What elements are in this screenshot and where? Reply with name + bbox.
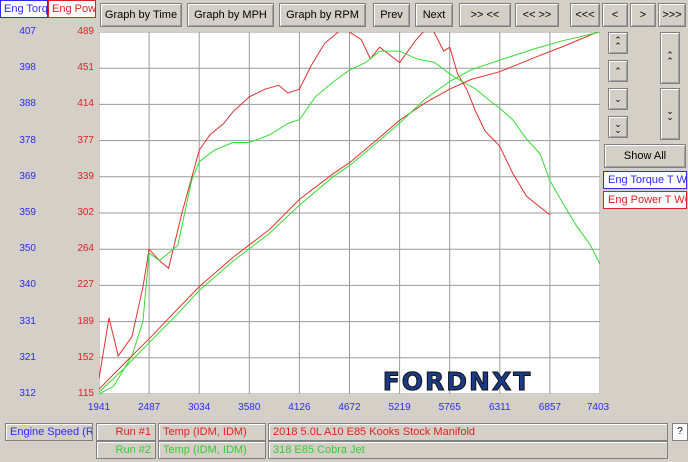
tab-engine-power[interactable]: Eng Powe	[48, 0, 96, 18]
fordnxt-watermark: FORDNXT	[382, 367, 533, 396]
x-tick-label: 4126	[288, 402, 311, 413]
zoom-y-out-button[interactable]: ⌄ ⌄	[660, 88, 680, 140]
dyno-chart[interactable]	[99, 32, 600, 394]
x-tick-label: 3580	[238, 402, 261, 413]
y-left-tick-label: 388	[19, 98, 36, 110]
chevron-up-icon: ⌃	[614, 66, 622, 76]
y-left-tick-label: 359	[19, 207, 36, 218]
y-right-tick-label: 264	[77, 243, 94, 255]
scroll-far-right-button[interactable]: >>>	[658, 3, 686, 27]
run2-power-line	[99, 32, 600, 393]
y-right-tick-label: 414	[77, 98, 94, 110]
run-1-temp: Temp (IDM, IDM)	[158, 423, 266, 441]
zoom-y-in-button[interactable]: ⌃ ⌃	[660, 32, 680, 84]
scroll-up-fast-button[interactable]: ⌃ ⌃	[608, 32, 628, 54]
y-left-tick-label: 312	[19, 388, 36, 399]
y-left-tick-label: 407	[19, 26, 36, 37]
y-left-tick-label: 331	[19, 315, 36, 327]
scroll-down-fast-button[interactable]: ⌄ ⌄	[608, 116, 628, 138]
x-tick-label: 6311	[489, 402, 511, 413]
run-2-label: Run #2	[96, 441, 156, 459]
double-chevron-up-icon: ⌃ ⌃	[666, 50, 674, 66]
run1-power-line	[99, 32, 599, 390]
graph-by-mph-button[interactable]: Graph by MPH	[187, 3, 274, 27]
scroll-down-button[interactable]: ⌄	[608, 88, 628, 110]
x-tick-label: 3034	[188, 402, 211, 413]
help-icon[interactable]: ?	[672, 423, 688, 441]
y-left-tick-label: 378	[19, 134, 36, 146]
tab-engine-torque[interactable]: Eng Torq	[0, 0, 48, 18]
legend-engine-power[interactable]: Eng Power T WO	[603, 191, 687, 209]
double-chevron-down-icon: ⌄ ⌄	[666, 106, 674, 122]
scroll-right-button[interactable]: >	[630, 3, 656, 27]
y-right-tick-label: 227	[77, 279, 94, 291]
prev-button[interactable]: Prev	[373, 3, 410, 27]
run-2-temp: Temp (IDM, IDM)	[158, 441, 266, 459]
run-1-description: 2018 5.0L A10 E85 Kooks Stock Manifold	[268, 423, 668, 441]
graph-by-rpm-button[interactable]: Graph by RPM	[279, 3, 366, 27]
x-tick-label: 6857	[538, 402, 562, 413]
legend-engine-torque[interactable]: Eng Torque T WO	[603, 171, 687, 189]
y-right-tick-label: 451	[77, 62, 94, 74]
y-left-tick-label: 321	[19, 351, 36, 363]
run-1-label: Run #1	[96, 423, 156, 441]
next-button[interactable]: Next	[415, 3, 453, 27]
scroll-left-button[interactable]: <	[602, 3, 628, 27]
y-left-tick-label: 398	[19, 62, 36, 74]
x-tick-label: 5765	[438, 402, 461, 413]
x-channel-field[interactable]: Engine Speed (RI	[5, 423, 93, 441]
x-tick-label: 5219	[388, 402, 411, 413]
y-right-tick-label: 339	[77, 170, 94, 182]
show-all-button[interactable]: Show All	[604, 144, 686, 168]
zoom-in-button[interactable]: >> <<	[459, 3, 511, 27]
run2-torque-line	[99, 50, 600, 394]
run1-torque-line	[99, 32, 551, 379]
run-2-description: 318 E85 Cobra Jet	[268, 441, 668, 459]
x-tick-label: 1941	[87, 402, 111, 413]
x-tick-label: 4672	[338, 402, 361, 413]
x-tick-label: 2487	[137, 402, 161, 413]
double-chevron-up-icon: ⌃ ⌃	[614, 35, 622, 51]
x-tick-label: 7403	[586, 402, 610, 413]
y-right-tick-label: 152	[77, 351, 94, 363]
zoom-out-button[interactable]: << >>	[515, 3, 559, 27]
y-right-tick-label: 302	[77, 207, 94, 218]
graph-by-time-button[interactable]: Graph by Time	[100, 3, 182, 27]
y-right-tick-label: 489	[77, 26, 94, 37]
scroll-up-button[interactable]: ⌃	[608, 60, 628, 82]
y-left-tick-label: 340	[19, 279, 36, 291]
scroll-far-left-button[interactable]: <<<	[570, 3, 600, 27]
y-left-tick-label: 350	[19, 243, 36, 255]
y-right-tick-label: 377	[77, 134, 94, 146]
chevron-down-icon: ⌄	[614, 94, 622, 104]
y-right-tick-label: 115	[78, 388, 94, 399]
y-left-tick-label: 369	[19, 170, 36, 182]
double-chevron-down-icon: ⌄ ⌄	[614, 119, 622, 135]
y-right-tick-label: 189	[77, 315, 94, 327]
